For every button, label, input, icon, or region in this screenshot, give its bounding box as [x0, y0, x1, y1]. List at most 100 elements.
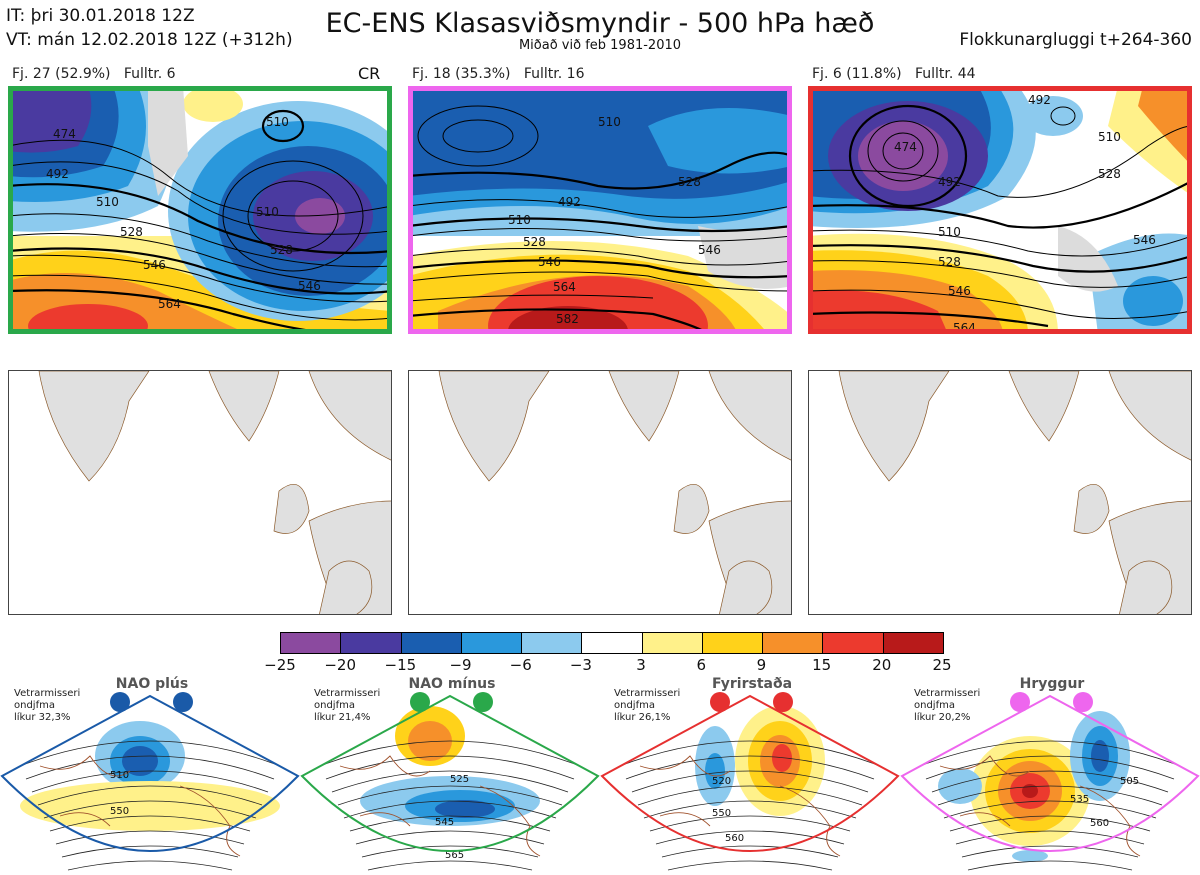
colorbar-tick-label: 6: [696, 656, 707, 674]
contour-label: 546: [143, 258, 166, 272]
colorbar-tick-label: −20: [324, 656, 356, 674]
blank-map-3: [808, 370, 1192, 615]
anomaly-blob: [122, 746, 158, 776]
height-contour: [667, 860, 833, 871]
regime-note-line: Vetrarmisseri: [14, 688, 81, 699]
contour-label: 564: [158, 297, 181, 311]
contour-label: 546: [698, 243, 721, 257]
blank-map-1: [8, 370, 392, 615]
height-contour: [325, 755, 575, 780]
cluster-3-label: Fj. 6 (11.8%) Fulltr. 44: [812, 66, 976, 82]
contour-label: 510: [938, 225, 961, 239]
regime-note-line: líkur 32,3%: [14, 712, 71, 723]
colorbar-tick-label: 3: [636, 656, 646, 674]
land-outline: [38, 371, 391, 614]
regime-outline: [900, 694, 1200, 852]
cluster-2-field: 510 492 510 528 546 564 582 528 546: [408, 86, 792, 334]
colorbar-tick-label: −3: [569, 656, 592, 674]
colorbar-tick-label: 15: [812, 656, 832, 674]
colorbar-tick-label: −25: [264, 656, 296, 674]
regime-title: NAO mínus: [408, 676, 496, 692]
height-contour: [67, 860, 233, 871]
regime-note: Vetrarmisseri ondjfma líkur 20,2%: [914, 688, 980, 724]
anomaly-blob: [938, 768, 982, 804]
height-contour: [937, 785, 1163, 806]
cluster-2-label: Fj. 18 (35.3%) Fulltr. 16: [412, 66, 585, 82]
contour-label: 550: [110, 806, 129, 817]
height-contour: [19, 740, 281, 767]
height-contour: [367, 860, 533, 871]
height-contour: [919, 740, 1181, 767]
height-contour: [943, 800, 1157, 819]
colorbar-swatch: [582, 633, 643, 653]
blank-map-2: [408, 370, 792, 615]
regime-marker: [1010, 692, 1030, 712]
contour-label: 560: [1090, 818, 1109, 829]
coastline: [639, 755, 841, 857]
height-contour: [61, 845, 239, 858]
contour-label: 510: [1098, 130, 1121, 144]
regime-marker: [1073, 692, 1093, 712]
cluster-1-tag: CR: [358, 64, 381, 83]
contour-label: 492: [46, 167, 69, 181]
regime-marker: [710, 692, 730, 712]
colorbar-swatch: [883, 633, 943, 653]
contour-label: 474: [894, 140, 917, 154]
regime-note: Vetrarmisseri ondjfma líkur 26,1%: [614, 688, 680, 724]
colorbar-tick-label: 9: [756, 656, 767, 674]
height-contour: [343, 800, 557, 819]
colorbar-swatch: [642, 633, 703, 653]
height-contour: [955, 830, 1145, 845]
regime-note-line: líkur 26,1%: [614, 712, 671, 723]
contour-label: 528: [1098, 167, 1121, 181]
contour-label: 510: [508, 213, 531, 227]
colorbar-ticks: −25 −20 −15 −9 −6 −3 3 6 9 15 20 25: [264, 656, 951, 676]
cluster-2-border: [408, 86, 792, 334]
clustering-window: Flokkunargluggi t+264-360: [959, 30, 1192, 50]
contour-label: 520: [712, 776, 731, 787]
anomaly-blob: [1091, 740, 1109, 772]
contour-label: 528: [678, 175, 701, 189]
contour-label: 510: [256, 205, 279, 219]
regime-outline: [0, 694, 300, 852]
contour-label: 565: [445, 850, 464, 861]
height-contour: [967, 860, 1133, 871]
regime-marker: [773, 692, 793, 712]
contour-label: 550: [712, 808, 731, 819]
height-contour: [649, 815, 851, 832]
height-contour: [337, 785, 563, 806]
anomaly-blob: [1022, 784, 1038, 798]
anomaly-blob: [20, 781, 280, 831]
contour-label: 564: [553, 280, 576, 294]
anomaly-blob: [1012, 850, 1048, 862]
land-outline: [838, 371, 1191, 614]
colorbar-swatch: [281, 633, 342, 653]
regime-marker: [410, 692, 430, 712]
regime-panel: 505 535 560 Hryggur Vetrarmisseri ondjfma líku…: [900, 676, 1200, 871]
height-contour: [661, 845, 839, 858]
valid-time: VT: mán 12.02.2018 12Z (+312h): [6, 30, 293, 50]
regime-panel: 525 545 565 NAO mínus Vetrarmisseri ondjfma lí…: [300, 676, 600, 871]
regime-outline: [300, 694, 600, 852]
contour-label: 525: [450, 774, 469, 785]
height-contour: [619, 740, 881, 767]
contour-label: 528: [938, 255, 961, 269]
regime-outline: [600, 694, 900, 852]
anomaly-blob: [408, 721, 452, 761]
coastline: [339, 755, 541, 857]
contour-label: 492: [558, 195, 581, 209]
height-contour: [319, 740, 581, 767]
page-subtitle: Miðað við feb 1981-2010: [518, 38, 682, 53]
colorbar-swatch: [522, 633, 583, 653]
coastline: [939, 755, 1141, 857]
colorbar-swatch: [341, 633, 402, 653]
cluster-1-field: 474 492 510 528 546 564 510 510 528 546: [8, 86, 392, 334]
colorbar-tick-label: −6: [509, 656, 532, 674]
height-contour: [655, 830, 845, 845]
regime-title: NAO plús: [115, 676, 189, 692]
regime-note-line: Vetrarmisseri: [914, 688, 981, 699]
colorbar-swatch: [461, 633, 523, 653]
cluster-3-map: 492 474 492 510 528 546 564 510 528 546: [808, 86, 1192, 334]
cluster-1-label: Fj. 27 (52.9%) Fulltr. 6: [12, 66, 176, 82]
height-contour: [637, 785, 863, 806]
